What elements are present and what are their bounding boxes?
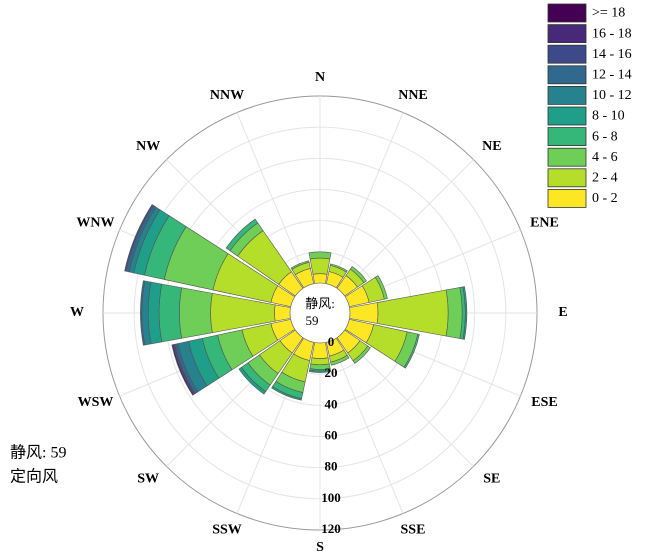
r-tick-label: 120 <box>321 521 341 536</box>
r-tick-label: 40 <box>325 396 338 411</box>
grid-spoke <box>331 112 404 286</box>
wedge-segment <box>271 386 302 401</box>
legend-label: 12 - 14 <box>592 68 632 83</box>
wedge-segment <box>445 287 463 339</box>
wedge-segment <box>403 333 420 369</box>
wedge-segment <box>225 218 259 252</box>
wedge-segment <box>124 204 154 272</box>
wedge-segment <box>352 345 371 364</box>
legend-swatch <box>547 147 587 167</box>
grid-circle <box>289 282 351 344</box>
wedge-segment <box>158 283 182 343</box>
legend-label: 14 - 16 <box>592 47 632 62</box>
grid-spoke <box>236 112 309 286</box>
wedge-segment <box>179 287 213 339</box>
calm-count: 59 <box>306 313 319 328</box>
direction-label: SSE <box>401 522 426 537</box>
direction-label: E <box>558 305 567 320</box>
legend-label: 8 - 10 <box>592 109 625 124</box>
wedge-segment <box>274 304 291 322</box>
legend-label: 2 - 4 <box>592 171 618 186</box>
wedge-segment <box>462 286 468 340</box>
direction-label: ENE <box>530 215 559 230</box>
direction-label: NE <box>482 139 501 154</box>
wedge-segment <box>312 273 328 284</box>
direction-label: NNE <box>398 88 428 103</box>
wedge-segment <box>140 280 146 346</box>
legend-swatch <box>547 44 587 64</box>
legend-label: >= 18 <box>592 6 625 21</box>
direction-label: SW <box>137 471 159 486</box>
wedge-segment <box>330 354 350 366</box>
legend-label: 10 - 12 <box>592 88 632 103</box>
wedge-segment <box>309 257 331 275</box>
legend-swatch <box>547 188 587 208</box>
legend-label: 6 - 8 <box>592 129 618 144</box>
wedge-segment <box>308 369 332 373</box>
direction-label: ESE <box>531 395 557 410</box>
wedge-segment <box>290 260 310 270</box>
wedge-segment <box>238 366 267 395</box>
direction-label: NNW <box>210 88 244 103</box>
legend-swatch <box>547 86 587 105</box>
direction-label: W <box>70 305 84 320</box>
annotation: 定向风 <box>10 468 58 486</box>
legend-label: 16 - 18 <box>592 26 632 41</box>
direction-label: NW <box>136 139 160 154</box>
legend-swatch <box>547 168 587 188</box>
legend-label: 4 - 6 <box>592 150 618 165</box>
legend-swatch <box>547 3 587 23</box>
r-tick-label: 100 <box>321 490 341 505</box>
annotation: 静风: 59 <box>10 444 66 462</box>
grid-spoke <box>340 159 474 293</box>
wedge-segment <box>329 263 348 273</box>
direction-label: S <box>316 540 324 552</box>
legend-label: 0 - 2 <box>592 191 618 206</box>
direction-label: WSW <box>78 395 114 410</box>
legend-swatch <box>547 106 587 126</box>
wedge-segment <box>311 342 329 359</box>
legend-swatch <box>547 65 587 85</box>
wedge-segment <box>349 266 367 284</box>
wedge-segment <box>308 251 332 260</box>
wedge-segment <box>310 357 330 366</box>
r-tick-label: 60 <box>325 427 338 442</box>
r-tick-label: 20 <box>325 365 338 380</box>
center-label: 静风: <box>305 296 335 311</box>
grid-spoke <box>331 340 404 514</box>
direction-label: SSW <box>212 522 242 537</box>
wedge-segment <box>171 344 195 396</box>
r-tick-label: 80 <box>325 459 338 474</box>
wedge-segment <box>374 275 388 300</box>
legend-swatch <box>547 24 587 44</box>
direction-label: WNW <box>76 215 114 230</box>
direction-label: N <box>315 70 325 85</box>
direction-label: SE <box>483 471 500 486</box>
legend-swatch <box>547 127 587 146</box>
r-tick-label: 0 <box>328 334 335 349</box>
